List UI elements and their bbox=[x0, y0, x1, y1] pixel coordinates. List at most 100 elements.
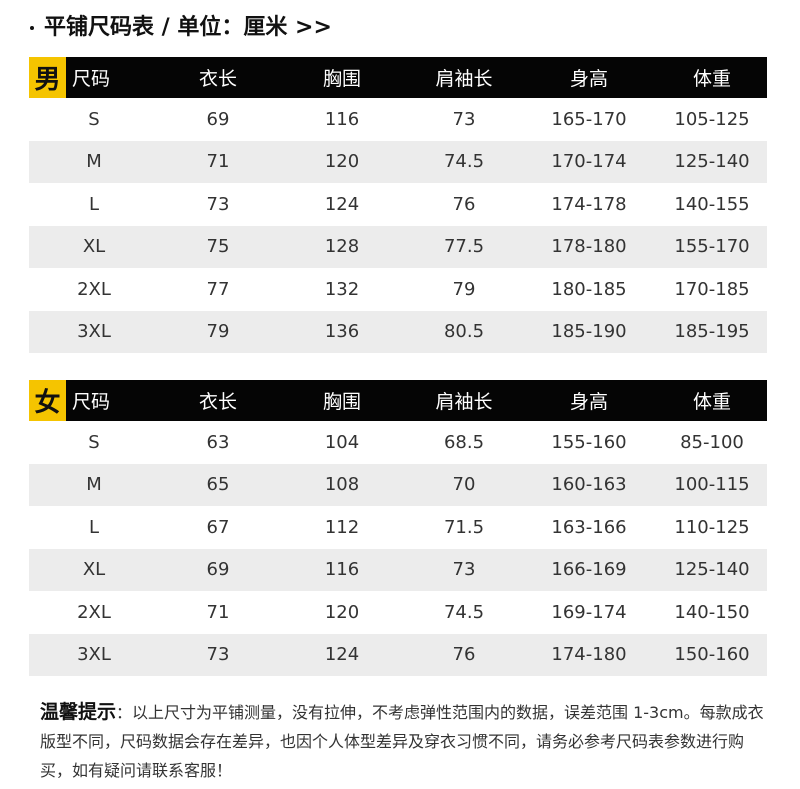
header-size: 尺码 bbox=[72, 68, 111, 90]
table-row: 2XL 77 132 79 180-185 170-185 bbox=[29, 268, 767, 311]
table-cell: L bbox=[88, 193, 100, 215]
table-cell: 76 bbox=[452, 193, 476, 215]
men-table-body: S 69 116 73 165-170 105-125 M 71 120 74.5 170-174 1… bbox=[29, 98, 767, 353]
header-size: 尺码 bbox=[72, 391, 111, 413]
table-cell: 174-178 bbox=[551, 193, 627, 215]
table-cell: 3XL bbox=[77, 321, 111, 343]
table-cell: 73 bbox=[206, 644, 230, 666]
table-cell: 124 bbox=[324, 193, 360, 215]
reminder-note: 温馨提示：以上尺寸为平铺测量，没有拉伸，不考虑弹性范围内的数据，误差范围 1-3… bbox=[40, 698, 770, 785]
table-cell: 170-174 bbox=[551, 151, 627, 173]
table-cell: 136 bbox=[324, 321, 360, 343]
header-chest: 胸围 bbox=[322, 68, 361, 90]
table-cell: 79 bbox=[206, 321, 230, 343]
table-cell: 100-115 bbox=[674, 474, 750, 496]
table-cell: S bbox=[88, 108, 100, 130]
table-cell: 69 bbox=[206, 108, 230, 130]
table-row: M 71 120 74.5 170-174 125-140 bbox=[29, 140, 767, 183]
table-cell: 65 bbox=[206, 474, 230, 496]
table-cell: 71 bbox=[206, 151, 230, 173]
table-cell: 125-140 bbox=[674, 151, 750, 173]
table-cell: 160-163 bbox=[551, 474, 627, 496]
table-cell: 2XL bbox=[77, 601, 111, 623]
table-cell: 79 bbox=[452, 278, 476, 300]
table-cell: M bbox=[86, 474, 102, 496]
table-cell: 67 bbox=[206, 516, 230, 538]
header-length: 衣长 bbox=[198, 68, 237, 90]
table-cell: 120 bbox=[324, 151, 360, 173]
table-row: 2XL 71 120 74.5 169-174 140-150 bbox=[29, 591, 767, 634]
table-row: L 73 124 76 174-178 140-155 bbox=[29, 183, 767, 226]
table-cell: 178-180 bbox=[551, 236, 627, 258]
table-cell: 169-174 bbox=[551, 601, 627, 623]
table-cell: 128 bbox=[324, 236, 360, 258]
reminder-text: ：以上尺寸为平铺测量，没有拉伸，不考虑弹性范围内的数据，误差范围 1-3cm。每… bbox=[40, 703, 764, 780]
table-cell: 140-155 bbox=[674, 193, 750, 215]
table-cell: 76 bbox=[452, 644, 476, 666]
table-cell: 140-150 bbox=[674, 601, 750, 623]
table-cell: 185-190 bbox=[551, 321, 627, 343]
table-cell: 165-170 bbox=[551, 108, 627, 130]
table-row: L 67 112 71.5 163-166 110-125 bbox=[29, 506, 767, 549]
bullet-dot bbox=[30, 26, 34, 30]
table-row: S 63 104 68.5 155-160 85-100 bbox=[29, 421, 767, 464]
table-cell: 70 bbox=[452, 474, 476, 496]
table-cell: 108 bbox=[324, 474, 360, 496]
table-cell: 105-125 bbox=[674, 108, 750, 130]
table-cell: 110-125 bbox=[674, 516, 750, 538]
table-cell: S bbox=[88, 431, 100, 453]
table-cell: 166-169 bbox=[551, 559, 627, 581]
table-row: XL 75 128 77.5 178-180 155-170 bbox=[29, 225, 767, 268]
women-tag: 女 bbox=[29, 380, 66, 421]
table-cell: 174-180 bbox=[551, 644, 627, 666]
header-weight: 体重 bbox=[692, 391, 731, 413]
table-cell: 74.5 bbox=[443, 151, 485, 173]
header-height: 身高 bbox=[569, 68, 608, 90]
table-cell: M bbox=[86, 151, 102, 173]
header-sleeve: 肩袖长 bbox=[435, 391, 493, 413]
table-cell: 71.5 bbox=[443, 516, 485, 538]
women-table-header: 女 尺码 衣长 胸围 肩袖长 身高 体重 bbox=[29, 380, 767, 421]
table-cell: 73 bbox=[452, 559, 476, 581]
table-cell: 132 bbox=[324, 278, 360, 300]
table-cell: 74.5 bbox=[443, 601, 485, 623]
table-cell: 2XL bbox=[77, 278, 111, 300]
header-sleeve: 肩袖长 bbox=[435, 68, 493, 90]
page-title: 平铺尺码表 / 单位：厘米 >> bbox=[30, 12, 332, 44]
table-cell: 69 bbox=[206, 559, 230, 581]
table-row: 3XL 73 124 76 174-180 150-160 bbox=[29, 633, 767, 676]
header-length: 衣长 bbox=[198, 391, 237, 413]
table-row: XL 69 116 73 166-169 125-140 bbox=[29, 548, 767, 591]
table-cell: 3XL bbox=[77, 644, 111, 666]
table-cell: 163-166 bbox=[551, 516, 627, 538]
table-cell: 68.5 bbox=[443, 431, 485, 453]
table-cell: 104 bbox=[324, 431, 360, 453]
table-cell: XL bbox=[82, 559, 106, 581]
table-row: M 65 108 70 160-163 100-115 bbox=[29, 463, 767, 506]
table-row: 3XL 79 136 80.5 185-190 185-195 bbox=[29, 310, 767, 353]
table-cell: XL bbox=[82, 236, 106, 258]
table-cell: 71 bbox=[206, 601, 230, 623]
men-tag: 男 bbox=[29, 57, 66, 98]
table-cell: 116 bbox=[324, 108, 360, 130]
table-cell: 116 bbox=[324, 559, 360, 581]
table-cell: 125-140 bbox=[674, 559, 750, 581]
table-cell: 85-100 bbox=[680, 431, 744, 453]
header-height: 身高 bbox=[569, 391, 608, 413]
table-cell: 120 bbox=[324, 601, 360, 623]
header-chest: 胸围 bbox=[322, 391, 361, 413]
table-cell: 75 bbox=[206, 236, 230, 258]
table-cell: 77 bbox=[206, 278, 230, 300]
table-cell: 170-185 bbox=[674, 278, 750, 300]
table-cell: 73 bbox=[452, 108, 476, 130]
header-weight: 体重 bbox=[692, 68, 731, 90]
reminder-title: 温馨提示 bbox=[40, 701, 117, 723]
women-size-table: 女 尺码 衣长 胸围 肩袖长 身高 体重 S 63 104 68.5 155-160 85… bbox=[29, 380, 767, 676]
table-cell: 63 bbox=[206, 431, 230, 453]
table-cell: 112 bbox=[324, 516, 360, 538]
table-cell: 150-160 bbox=[674, 644, 750, 666]
table-cell: 77.5 bbox=[443, 236, 485, 258]
table-row: S 69 116 73 165-170 105-125 bbox=[29, 98, 767, 141]
men-table-header: 男 尺码 衣长 胸围 肩袖长 身高 体重 bbox=[29, 57, 767, 98]
table-cell: 124 bbox=[324, 644, 360, 666]
